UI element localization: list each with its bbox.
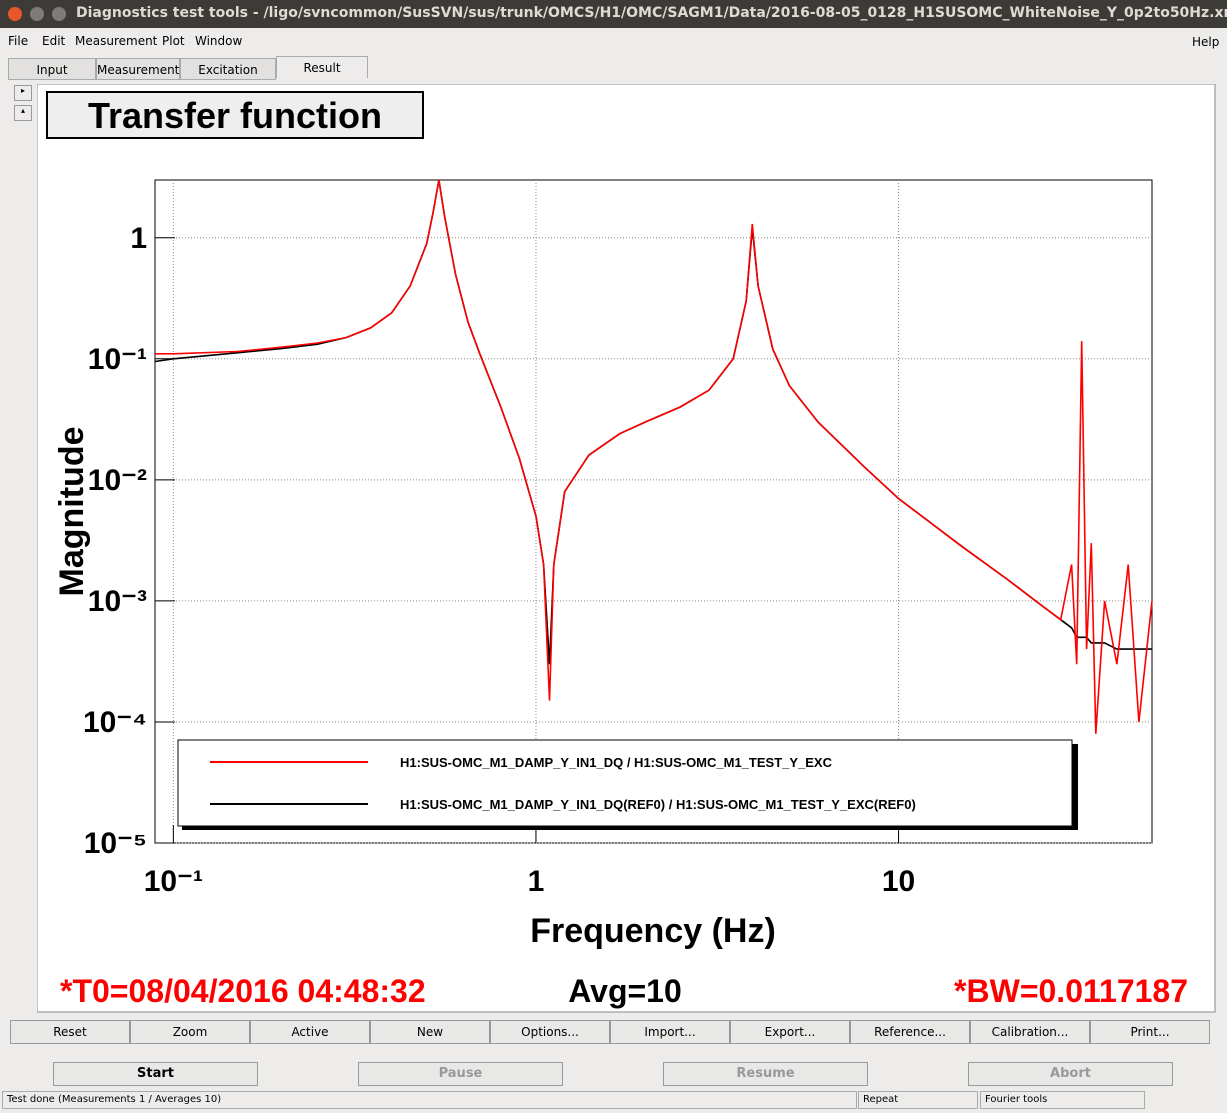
menu-item[interactable]: File xyxy=(8,34,29,48)
y-axis-label: Magnitude xyxy=(53,427,91,597)
scroll-btn[interactable]: ▴ xyxy=(14,105,32,121)
button[interactable]: Abort xyxy=(968,1062,1173,1086)
button[interactable]: Print... xyxy=(1090,1020,1210,1044)
title-bar: Diagnostics test tools - /ligo/svncommon… xyxy=(0,0,1227,28)
y-tick-label: 10⁻⁴ xyxy=(83,706,147,739)
minimize[interactable] xyxy=(30,7,44,21)
menu-item[interactable]: Edit xyxy=(42,34,66,48)
x-axis-label: Frequency (Hz) xyxy=(530,912,776,950)
menu-item[interactable]: Window xyxy=(195,34,243,48)
button[interactable]: New xyxy=(370,1020,490,1044)
panel-bg xyxy=(37,84,1216,1013)
button[interactable]: Import... xyxy=(610,1020,730,1044)
button[interactable]: Resume xyxy=(663,1062,868,1086)
status-field: Fourier tools xyxy=(980,1091,1145,1109)
menu-item[interactable]: Plot xyxy=(162,34,185,48)
y-tick-label: 10⁻¹ xyxy=(88,343,147,376)
menu-item[interactable]: Measurement xyxy=(75,34,158,48)
status-bar: Test done (Measurements 1 / Averages 10)… xyxy=(0,1091,1227,1109)
legend-label: H1:SUS-OMC_M1_DAMP_Y_IN1_DQ(REF0) / H1:S… xyxy=(400,797,916,812)
x-tick-label: 10 xyxy=(882,865,915,898)
button[interactable]: Pause xyxy=(358,1062,563,1086)
button[interactable]: Calibration... xyxy=(970,1020,1090,1044)
y-tick-label: 10⁻⁵ xyxy=(84,827,147,860)
legend-box xyxy=(177,739,1073,827)
y-tick-label: 10⁻³ xyxy=(88,585,147,618)
plot-panel: Transfer function 10⁻¹ 1 10 10⁻⁵ 10⁻⁴ 10⁻³ 10⁻²… xyxy=(37,84,1216,1013)
info-bw: *BW=0.0117187 xyxy=(954,973,1188,1009)
button[interactable]: Options... xyxy=(490,1020,610,1044)
status-field: Repeat xyxy=(858,1091,978,1109)
maximize[interactable] xyxy=(52,7,66,21)
button[interactable]: Reference... xyxy=(850,1020,970,1044)
button[interactable]: Zoom xyxy=(130,1020,250,1044)
y-tick-label: 1 xyxy=(130,222,147,255)
button-row: Reset Zoom Active New Options... Import... Exp… xyxy=(10,1020,1220,1046)
tab[interactable]: Measurement xyxy=(96,58,180,80)
info-avg: Avg=10 xyxy=(568,973,682,1009)
close[interactable] xyxy=(8,7,22,21)
button[interactable]: Active xyxy=(250,1020,370,1044)
tab-bar: Input Measurement Excitation Result xyxy=(0,56,1227,80)
menu-item[interactable]: Help xyxy=(1192,35,1220,49)
button[interactable]: Start xyxy=(53,1062,258,1086)
y-tick-label: 10⁻² xyxy=(88,464,147,497)
x-tick-label: 10⁻¹ xyxy=(144,865,203,898)
menu-bar: File Edit Measurement Plot Window xyxy=(0,30,1227,52)
legend-label: H1:SUS-OMC_M1_DAMP_Y_IN1_DQ / H1:SUS-OMC… xyxy=(400,755,833,770)
chart-title: Transfer function xyxy=(88,95,382,136)
tab[interactable]: Input xyxy=(8,58,96,80)
status-field: Test done (Measurements 1 / Averages 10) xyxy=(2,1091,857,1109)
scroll-btn[interactable]: ▸ xyxy=(14,85,32,101)
x-tick-label: 1 xyxy=(528,865,545,898)
tab[interactable]: Excitation xyxy=(180,58,276,80)
tab[interactable]: Result xyxy=(276,56,368,78)
data-line xyxy=(155,179,1153,734)
window-title: Diagnostics test tools - /ligo/svncommon… xyxy=(76,5,1227,21)
info-t0: *T0=08/04/2016 04:48:32 xyxy=(60,973,426,1009)
control-row: Start Pause Resume Abort xyxy=(0,1060,1227,1086)
title-box xyxy=(46,91,424,139)
button[interactable]: Reset xyxy=(10,1020,130,1044)
button[interactable]: Export... xyxy=(730,1020,850,1044)
